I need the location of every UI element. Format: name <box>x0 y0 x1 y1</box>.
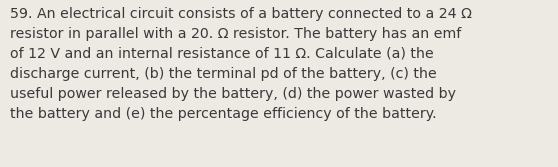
Text: 59. An electrical circuit consists of a battery connected to a 24 Ω
resistor in : 59. An electrical circuit consists of a … <box>10 7 472 121</box>
